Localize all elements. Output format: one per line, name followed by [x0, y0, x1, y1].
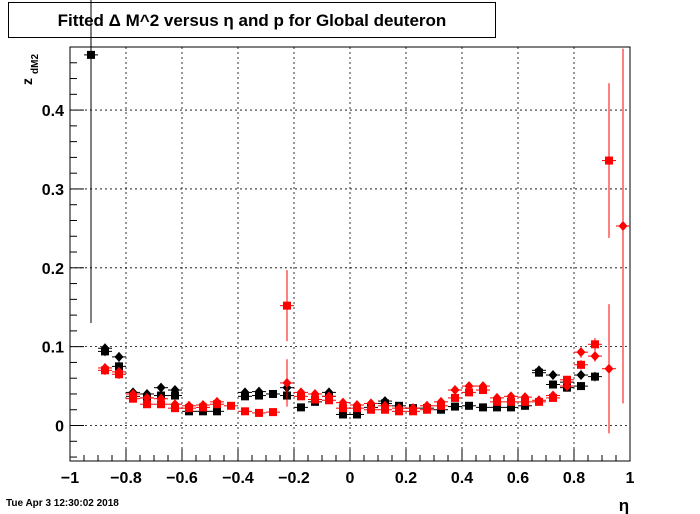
data-point-diamond — [394, 403, 404, 414]
data-point-square — [283, 301, 291, 310]
data-point-diamond — [408, 403, 418, 414]
data-point-diamond — [534, 365, 544, 376]
x-tick-label: −0.8 — [110, 470, 142, 487]
data-point-diamond — [324, 391, 334, 402]
y-tick-label: 0.1 — [42, 340, 64, 357]
data-point-square — [591, 340, 599, 349]
data-point-square — [213, 407, 221, 416]
data-point-square — [241, 407, 249, 416]
data-point-diamond — [240, 387, 250, 398]
data-point-diamond — [310, 388, 320, 399]
data-point-square — [605, 156, 613, 165]
title-box: Fitted Δ M^2 versus η and p for Global d… — [8, 2, 496, 38]
y-tick-label: 0.2 — [42, 261, 64, 278]
data-point-diamond — [282, 377, 292, 388]
data-point-square — [269, 389, 277, 398]
data-point-diamond — [450, 385, 460, 396]
chart-title: Fitted Δ M^2 versus η and p for Global d… — [57, 11, 447, 30]
data-point-square — [451, 402, 459, 411]
data-point-square — [339, 410, 347, 419]
data-point-square — [563, 375, 571, 384]
data-point-square — [171, 391, 179, 400]
data-point-diamond — [562, 381, 572, 392]
data-point-diamond — [576, 370, 586, 381]
x-tick-label: −0.6 — [166, 470, 198, 487]
data-point-diamond — [478, 381, 488, 392]
data-point-square — [353, 410, 361, 419]
data-point-square — [577, 382, 585, 391]
x-tick-label: 0 — [346, 470, 355, 487]
data-point-diamond — [604, 363, 614, 374]
x-tick-label: 0.4 — [451, 470, 473, 487]
data-point-diamond — [212, 396, 222, 407]
data-point-diamond — [436, 396, 446, 407]
data-point-square — [339, 404, 347, 413]
data-point-square — [591, 372, 599, 381]
y-axis-title: z — [19, 78, 35, 85]
data-point-square — [451, 393, 459, 402]
data-point-square — [507, 403, 515, 412]
y-tick-label: 0 — [55, 419, 64, 436]
data-point-diamond — [422, 400, 432, 411]
x-tick-label: 0.6 — [507, 470, 529, 487]
data-point-square — [549, 380, 557, 389]
data-point-square — [367, 405, 375, 414]
data-point-square — [507, 397, 515, 406]
data-point-square — [465, 388, 473, 397]
data-point-diamond — [548, 390, 558, 401]
data-point-diamond — [114, 366, 124, 377]
data-point-square — [479, 403, 487, 412]
x-tick-label: −1 — [61, 470, 79, 487]
x-tick-label: 0.2 — [395, 470, 417, 487]
data-point-diamond — [198, 400, 208, 411]
data-point-diamond — [464, 381, 474, 392]
data-point-square — [87, 50, 95, 59]
data-point-diamond — [618, 221, 628, 232]
data-point-square — [255, 408, 263, 417]
data-point-square — [465, 401, 473, 410]
data-point-diamond — [576, 347, 586, 358]
timestamp: Tue Apr 3 12:30:02 2018 — [6, 498, 119, 509]
data-point-square — [311, 395, 319, 404]
data-point-square — [227, 401, 235, 410]
data-point-diamond — [352, 400, 362, 411]
data-point-diamond — [492, 392, 502, 403]
x-tick-label: −0.4 — [222, 470, 254, 487]
data-point-diamond — [366, 398, 376, 409]
data-point-diamond — [590, 351, 600, 362]
data-point-square — [493, 403, 501, 412]
data-point-diamond — [170, 399, 180, 410]
data-point-diamond — [114, 351, 124, 362]
data-point-diamond — [100, 343, 110, 354]
data-point-square — [577, 360, 585, 369]
y-tick-label: 0.4 — [42, 103, 64, 120]
data-point-square — [297, 403, 305, 412]
x-tick-label: 1 — [626, 470, 635, 487]
data-point-diamond — [142, 392, 152, 403]
data-point-diamond — [254, 386, 264, 397]
data-point-diamond — [506, 391, 516, 402]
data-point-diamond — [296, 387, 306, 398]
x-axis-title: η — [619, 496, 629, 514]
data-point-square — [157, 400, 165, 409]
data-point-diamond — [128, 388, 138, 399]
data-point-diamond — [380, 400, 390, 411]
data-point-square — [115, 362, 123, 371]
data-point-diamond — [548, 370, 558, 381]
data-point-diamond — [100, 362, 110, 373]
x-tick-label: −0.2 — [278, 470, 310, 487]
x-tick-label: 0.8 — [563, 470, 585, 487]
data-point-diamond — [156, 382, 166, 393]
data-point-diamond — [184, 400, 194, 411]
y-axis-title-subscript: dM2 — [30, 54, 41, 74]
data-point-diamond — [520, 392, 530, 403]
y-tick-label: 0.3 — [42, 182, 64, 199]
data-point-square — [269, 408, 277, 417]
data-point-diamond — [338, 397, 348, 408]
data-point-diamond — [156, 393, 166, 404]
data-point-diamond — [534, 395, 544, 406]
data-point-square — [143, 400, 151, 409]
data-point-diamond — [170, 385, 180, 396]
